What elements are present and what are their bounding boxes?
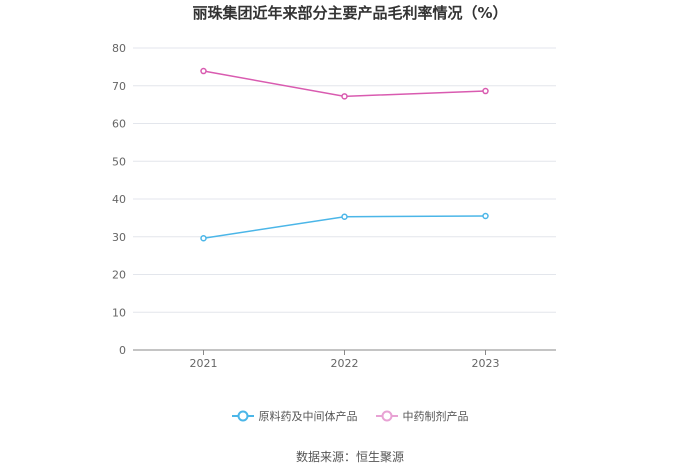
data-point xyxy=(482,212,489,220)
legend-item-1[interactable]: 中药制剂产品 xyxy=(375,408,469,424)
y-tick-label: 0 xyxy=(119,344,126,357)
data-source: 数据来源：恒生聚源 xyxy=(295,450,404,464)
y-tick-label: 40 xyxy=(112,193,126,206)
data-point xyxy=(200,67,207,75)
y-tick-label: 10 xyxy=(112,306,126,319)
data-point xyxy=(482,87,489,95)
data-point xyxy=(200,235,207,242)
y-tick-label: 50 xyxy=(112,155,126,168)
axes: 0 10 20 30 40 50 60 70 80 2021 2022 2023 xyxy=(112,42,556,370)
legend-marker-icon xyxy=(231,410,254,422)
y-tick-label: 60 xyxy=(112,118,126,131)
x-tick-label: 2023 xyxy=(472,357,500,370)
legend-label-1: 中药制剂产品 xyxy=(402,410,469,423)
x-tick-label: 2022 xyxy=(331,357,359,370)
legend-label-0: 原料药及中间体产品 xyxy=(258,410,358,423)
y-tick-label: 30 xyxy=(112,231,126,244)
data-point xyxy=(341,93,348,100)
y-tick-label: 80 xyxy=(112,42,126,55)
y-tick-label: 20 xyxy=(112,269,126,282)
chart-title: 丽珠集团近年来部分主要产品毛利率情况（%） xyxy=(192,4,508,22)
series xyxy=(200,67,489,242)
legend: 原料药及中间体产品 中药制剂产品 xyxy=(0,408,700,424)
legend-marker-icon xyxy=(375,410,398,422)
legend-item-0[interactable]: 原料药及中间体产品 xyxy=(231,408,358,424)
y-tick-label: 70 xyxy=(112,80,126,93)
grid-lines xyxy=(133,47,556,313)
data-point xyxy=(341,213,348,220)
series-line-1 xyxy=(203,70,486,98)
x-tick-label: 2021 xyxy=(190,357,218,370)
